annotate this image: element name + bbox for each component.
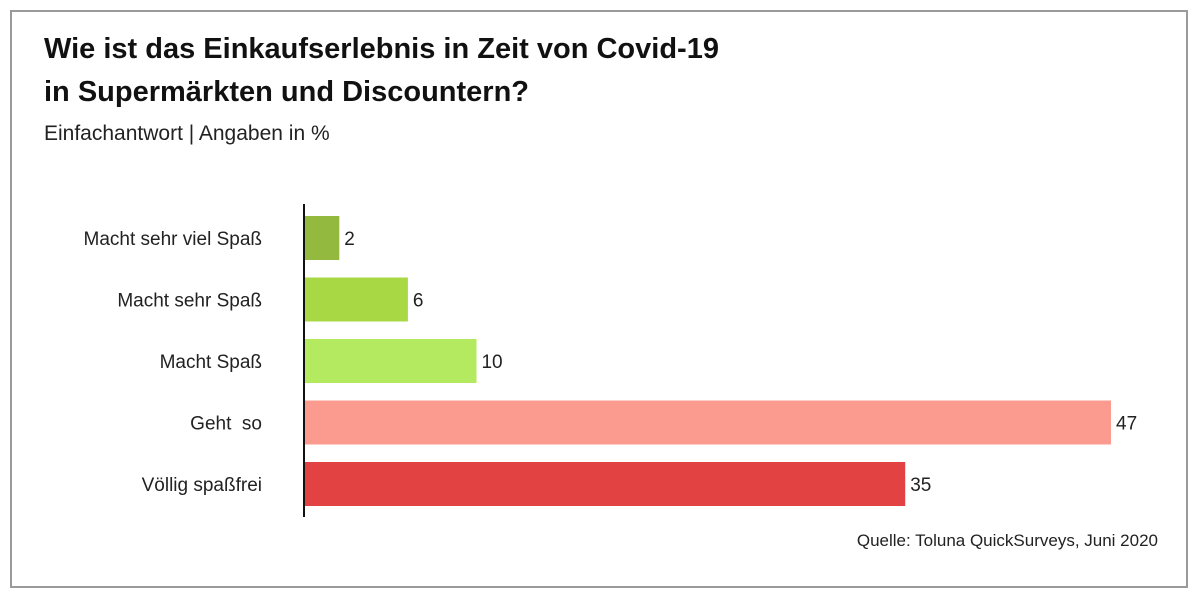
value-label-1: 2 (344, 229, 355, 250)
bar-2 (305, 277, 408, 322)
bar-1 (305, 216, 340, 260)
category-label-1: Macht sehr viel Spaß (84, 229, 262, 250)
chart-title: Wie ist das Einkaufserlebnis in Zeit von… (44, 28, 944, 114)
chart-title-line-1: Wie ist das Einkaufserlebnis in Zeit von… (44, 33, 719, 65)
bar-3 (305, 339, 477, 383)
category-label-5: Völlig spaßfrei (142, 475, 262, 496)
category-label-3: Macht Spaß (160, 352, 262, 373)
value-label-3: 10 (481, 352, 502, 373)
chart-title-line-2: in Supermärkten und Discountern? (44, 76, 529, 108)
value-label-4: 47 (1116, 414, 1137, 435)
value-label-5: 35 (910, 475, 931, 496)
bar-5 (305, 462, 906, 506)
value-label-2: 6 (413, 291, 424, 312)
chart-subtitle: Einfachantwort | Angaben in % (44, 122, 330, 145)
source-note: Quelle: Toluna QuickSurveys, Juni 2020 (856, 531, 1158, 550)
bar-4 (305, 400, 1111, 445)
category-label-4: Geht so (190, 414, 262, 435)
category-label-2: Macht sehr Spaß (117, 291, 262, 312)
